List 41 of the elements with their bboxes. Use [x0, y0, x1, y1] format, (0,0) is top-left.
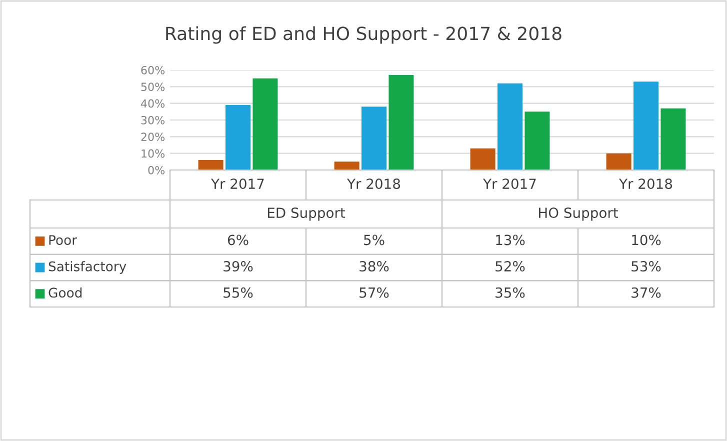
y-tick-label: 30%: [141, 116, 165, 124]
legend-label: Poor: [49, 235, 78, 245]
data-label: 55%: [224, 287, 253, 298]
y-tick-label: 10%: [142, 149, 165, 158]
x-tick-label: Yr 2018: [618, 178, 672, 190]
data-label: 53%: [632, 261, 661, 272]
data-label: 35%: [496, 287, 525, 298]
bar: [198, 160, 224, 170]
data-label: 5%: [364, 234, 384, 246]
legend-label: Satisfactory: [48, 261, 126, 274]
bar: [225, 105, 251, 170]
bar: [252, 78, 278, 170]
data-label: 37%: [632, 287, 661, 298]
data-label: 57%: [360, 287, 389, 298]
data-label: 52%: [496, 261, 525, 272]
bar: [497, 83, 523, 170]
bar: [633, 82, 659, 170]
data-label: 10%: [632, 234, 661, 246]
y-tick-label: 60%: [141, 66, 165, 74]
legend-label: Good: [48, 287, 82, 298]
bar: [388, 75, 414, 170]
bar: [361, 106, 387, 170]
y-tick-label: 40%: [140, 99, 165, 108]
bar: [470, 148, 496, 170]
text: ED Support: [268, 208, 346, 221]
data-label: 13%: [496, 234, 525, 246]
x-tick-label: Yr 2017: [210, 178, 264, 190]
data-label: 38%: [360, 261, 389, 272]
bar: [606, 153, 632, 170]
bar: [660, 108, 686, 170]
data-label: 6%: [228, 234, 248, 246]
bar: [334, 162, 360, 170]
x-tick-label: Yr 2018: [346, 178, 400, 190]
data-label: 39%: [224, 261, 253, 272]
text: HO Support: [539, 208, 618, 221]
x-tick-label: Yr 2017: [482, 178, 536, 190]
y-tick-label: 0%: [148, 166, 165, 174]
bar: [524, 112, 550, 170]
y-tick-label: 20%: [141, 132, 165, 142]
chart-title: Rating of ED and HO Support - 2017 & 2018: [166, 26, 562, 44]
y-tick-label: 50%: [141, 82, 165, 92]
